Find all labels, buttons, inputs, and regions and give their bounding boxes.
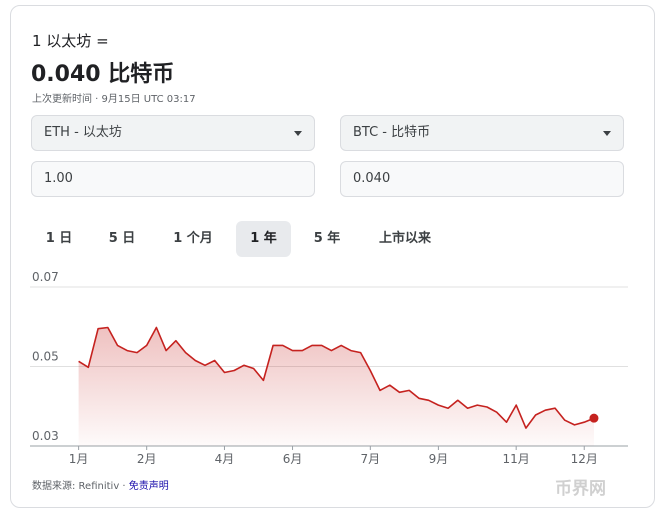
separator: ·: [122, 481, 126, 492]
from-value: 1.00: [44, 171, 73, 186]
x-tick-label: 12月: [571, 452, 598, 466]
x-tick-label: 6月: [283, 452, 303, 466]
range-tab[interactable]: 上市以来: [378, 231, 431, 246]
from-value-input[interactable]: 1.00: [31, 161, 315, 197]
data-source: 数据来源: Refinitiv: [32, 481, 120, 492]
update-time: 上次更新时间 · 9月15日 UTC 03:17: [32, 94, 196, 105]
amount-label: 1 以太坊 =: [32, 32, 109, 50]
range-tab[interactable]: 1 年: [236, 221, 291, 257]
end-point: [589, 413, 599, 423]
to-currency-select[interactable]: BTC - 比特币: [340, 115, 624, 151]
range-tab[interactable]: 5 年: [313, 231, 341, 246]
converter-card: [10, 5, 655, 508]
caret: [603, 131, 611, 136]
x-tick-label: 2月: [137, 452, 157, 466]
caret: [294, 131, 302, 136]
x-tick-label: 9月: [429, 452, 449, 466]
to-currency: BTC - 比特币: [353, 125, 431, 140]
from-currency: ETH - 以太坊: [44, 125, 122, 140]
watermark: 币界网: [555, 479, 606, 499]
to-value: 0.040: [353, 171, 391, 186]
disclaimer-link[interactable]: 免责声明: [128, 481, 169, 492]
range-tab[interactable]: 1 个月: [173, 231, 213, 246]
range-tab[interactable]: 5 日: [108, 231, 136, 246]
y-tick-label: 0.03: [32, 429, 59, 443]
to-value-input[interactable]: 0.040: [340, 161, 624, 197]
x-tick-label: 7月: [361, 452, 381, 466]
footer: 数据来源: Refinitiv · 免责声明: [32, 477, 169, 492]
x-tick-label: 11月: [503, 452, 530, 466]
range-tab[interactable]: 1 日: [45, 231, 73, 246]
from-currency-select[interactable]: ETH - 以太坊: [31, 115, 315, 151]
area: [78, 327, 595, 446]
result-label: 0.040 比特币: [31, 62, 175, 87]
x-tick-label: 1月: [69, 452, 89, 466]
x-tick-label: 4月: [215, 452, 235, 466]
y-tick-label: 0.05: [32, 350, 59, 364]
y-tick-label: 0.07: [32, 270, 59, 284]
line: [78, 326, 595, 429]
